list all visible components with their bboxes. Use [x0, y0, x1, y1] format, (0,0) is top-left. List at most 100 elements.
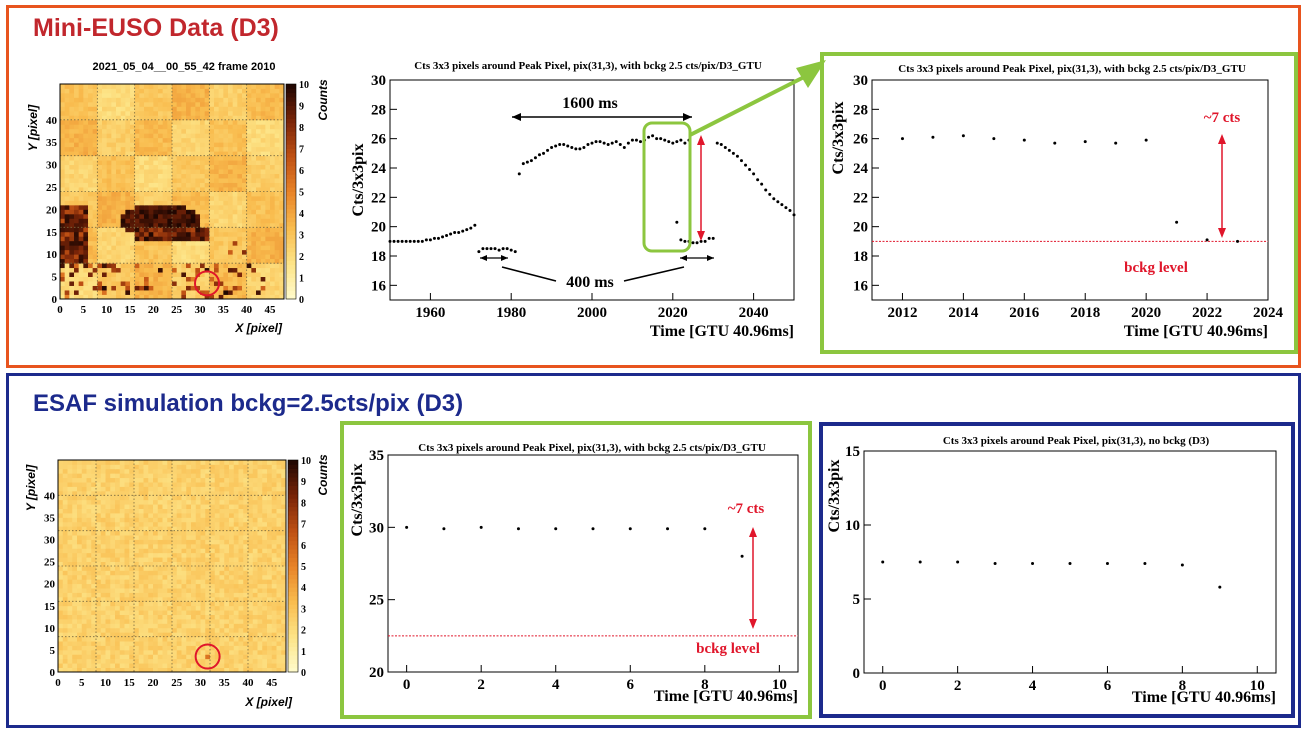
heatmap-cell [102, 142, 108, 148]
data-point [630, 138, 634, 142]
heatmap-cell [224, 596, 230, 602]
heatmap-cell [200, 151, 206, 157]
heatmap-cell [78, 133, 84, 139]
heatmap-cell [144, 115, 150, 121]
heatmap-cell [64, 146, 70, 152]
heatmap-cell [162, 133, 168, 139]
heatmap-cell [262, 535, 268, 540]
heatmap-cell [96, 543, 102, 549]
heatmap-cell [205, 499, 211, 505]
heatmap-cell [237, 285, 243, 291]
heatmap-cell [214, 115, 220, 121]
heatmap-cell [81, 654, 87, 660]
heatmap-cell [224, 579, 230, 585]
heatmap-cell [191, 636, 197, 642]
heatmap-cell [129, 552, 135, 558]
heatmap-cell [262, 543, 268, 549]
heatmap-cell [110, 539, 116, 545]
heatmap-cell [195, 539, 201, 545]
heatmap-cell [83, 106, 89, 112]
heatmap-cell [64, 155, 70, 161]
heatmap-cell [270, 164, 276, 170]
heatmap-cell [195, 627, 201, 633]
heatmap-cell [64, 142, 70, 148]
heatmap-cell [271, 499, 277, 505]
heatmap-cell [64, 249, 70, 255]
y-tick-label: 22 [371, 190, 386, 206]
heatmap-cell [102, 222, 108, 228]
heatmap-cell [256, 124, 262, 130]
heatmap-cell [162, 222, 168, 228]
heatmap-cell [267, 460, 273, 465]
heatmap-cell [223, 119, 229, 125]
heatmap-cell [224, 504, 230, 509]
heatmap-cell [67, 605, 73, 611]
heatmap-cell [218, 133, 224, 139]
heatmap-cell [83, 151, 89, 157]
heatmap-cell [195, 649, 201, 655]
heatmap-cell [139, 169, 145, 174]
heatmap-cell [77, 513, 83, 518]
heatmap-cell [58, 468, 64, 474]
heatmap-cell [64, 191, 70, 197]
heatmap-cell [257, 517, 263, 523]
heatmap-cell [124, 566, 130, 571]
heatmap-cell [214, 209, 220, 215]
heatmap-cell [86, 605, 92, 611]
heatmap-cell [105, 543, 111, 549]
heatmap-cell [69, 236, 75, 242]
heatmap-cell [167, 557, 173, 562]
heatmap-cell [78, 169, 84, 174]
heatmap-cell [64, 204, 70, 210]
heatmap-cell [111, 281, 117, 286]
heatmap-cell [69, 142, 75, 148]
heatmap-cell [237, 106, 243, 112]
heatmap-cell [162, 632, 168, 638]
heatmap-cell [143, 654, 149, 660]
heatmap-cell [138, 614, 144, 620]
heatmap-cell [214, 579, 220, 585]
heatmap-cell [191, 645, 197, 651]
heatmap-cell [148, 561, 154, 567]
heatmap-cell [252, 658, 258, 664]
heatmap-cell [200, 142, 206, 148]
heatmap-cell [148, 164, 154, 170]
heatmap-cell [139, 97, 145, 103]
heatmap-cell [81, 517, 87, 523]
heatmap-cell [60, 222, 66, 228]
heatmap-cell [279, 160, 285, 166]
heatmap-cell [274, 294, 280, 300]
heatmap-cell [115, 654, 121, 660]
heatmap-cell [81, 543, 87, 549]
heatmap-cell [224, 574, 230, 580]
zoom-connector-arrowhead [796, 60, 826, 88]
heatmap-cell [100, 570, 106, 576]
heatmap-cell [195, 566, 201, 571]
heatmap-cell [120, 267, 126, 273]
heatmap-cell [176, 592, 182, 598]
heatmap-cell [204, 97, 210, 103]
heatmap-cell [138, 539, 144, 545]
heatmap-cell [219, 539, 225, 545]
heatmap-cell [205, 460, 211, 465]
heatmap-cell [243, 495, 249, 501]
heatmap-cell [167, 504, 173, 509]
heatmap-cell [134, 240, 140, 246]
heatmap-cell [58, 614, 64, 620]
heatmap-cell [138, 579, 144, 585]
heatmap-cell [134, 178, 140, 183]
heatmap-cell [78, 245, 84, 251]
heatmap-cell [58, 526, 64, 532]
heatmap-cell [105, 530, 111, 536]
colorbar-segment [286, 88, 296, 94]
data-point [477, 250, 481, 254]
heatmap-cell [172, 110, 178, 116]
heatmap-cell [256, 155, 262, 161]
heatmap-cell [181, 601, 187, 607]
heatmap-cell [218, 178, 224, 183]
heatmap-cell [186, 632, 192, 638]
heatmap-cell [281, 460, 287, 465]
heatmap-cell [106, 236, 112, 242]
heatmap-cell [172, 142, 178, 148]
heatmap-cell [162, 267, 168, 273]
